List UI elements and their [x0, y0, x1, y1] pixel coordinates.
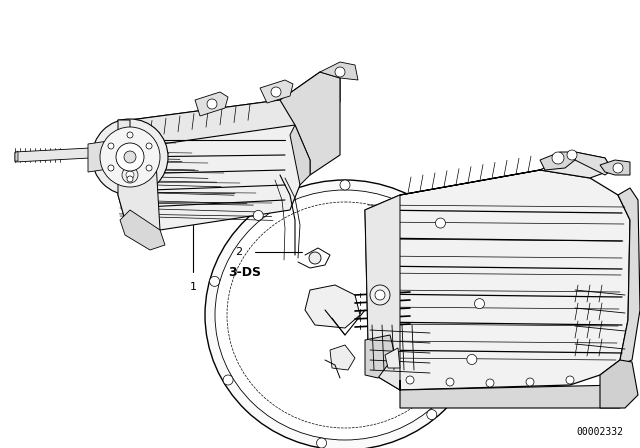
- Polygon shape: [118, 120, 160, 230]
- Circle shape: [474, 299, 484, 309]
- Circle shape: [100, 127, 160, 187]
- Circle shape: [309, 252, 321, 264]
- Circle shape: [210, 276, 220, 286]
- Polygon shape: [15, 148, 90, 162]
- Polygon shape: [305, 285, 360, 328]
- Circle shape: [370, 285, 390, 305]
- Circle shape: [552, 152, 564, 164]
- Circle shape: [92, 119, 168, 195]
- Circle shape: [108, 165, 114, 171]
- Circle shape: [446, 378, 454, 386]
- Circle shape: [146, 165, 152, 171]
- Polygon shape: [118, 100, 310, 230]
- Polygon shape: [400, 152, 612, 195]
- Polygon shape: [575, 152, 612, 175]
- Polygon shape: [195, 92, 228, 116]
- Circle shape: [253, 211, 263, 220]
- Circle shape: [317, 438, 326, 448]
- Polygon shape: [365, 170, 630, 390]
- Polygon shape: [130, 72, 340, 145]
- Circle shape: [427, 409, 436, 420]
- Polygon shape: [600, 160, 630, 175]
- Text: 1: 1: [189, 282, 196, 292]
- Circle shape: [127, 176, 133, 182]
- Circle shape: [467, 354, 477, 365]
- Circle shape: [223, 375, 233, 385]
- Polygon shape: [618, 188, 640, 365]
- Polygon shape: [120, 210, 165, 250]
- Polygon shape: [280, 72, 340, 175]
- Ellipse shape: [205, 180, 485, 448]
- Polygon shape: [365, 335, 395, 378]
- Polygon shape: [385, 348, 400, 368]
- Circle shape: [375, 290, 385, 300]
- Polygon shape: [330, 345, 355, 370]
- Polygon shape: [365, 195, 400, 390]
- Circle shape: [271, 87, 281, 97]
- Circle shape: [116, 143, 144, 171]
- Circle shape: [340, 180, 350, 190]
- Polygon shape: [290, 125, 310, 185]
- Text: 00002332: 00002332: [577, 427, 623, 437]
- Circle shape: [108, 143, 114, 149]
- Circle shape: [567, 150, 577, 160]
- Circle shape: [146, 143, 152, 149]
- Circle shape: [566, 376, 574, 384]
- Circle shape: [406, 376, 414, 384]
- Circle shape: [126, 171, 134, 179]
- Polygon shape: [320, 62, 358, 80]
- Circle shape: [207, 99, 217, 109]
- Text: 3-DS: 3-DS: [228, 266, 261, 279]
- Polygon shape: [260, 80, 293, 103]
- Polygon shape: [600, 360, 638, 408]
- Circle shape: [335, 67, 345, 77]
- Polygon shape: [400, 380, 625, 408]
- Polygon shape: [15, 151, 18, 161]
- Circle shape: [526, 378, 534, 386]
- Circle shape: [124, 151, 136, 163]
- Ellipse shape: [215, 190, 475, 440]
- Text: 2: 2: [235, 247, 242, 257]
- Circle shape: [613, 163, 623, 173]
- Polygon shape: [540, 152, 575, 170]
- Circle shape: [435, 218, 445, 228]
- Circle shape: [486, 379, 494, 387]
- Circle shape: [122, 167, 138, 183]
- Circle shape: [127, 132, 133, 138]
- Polygon shape: [88, 140, 115, 172]
